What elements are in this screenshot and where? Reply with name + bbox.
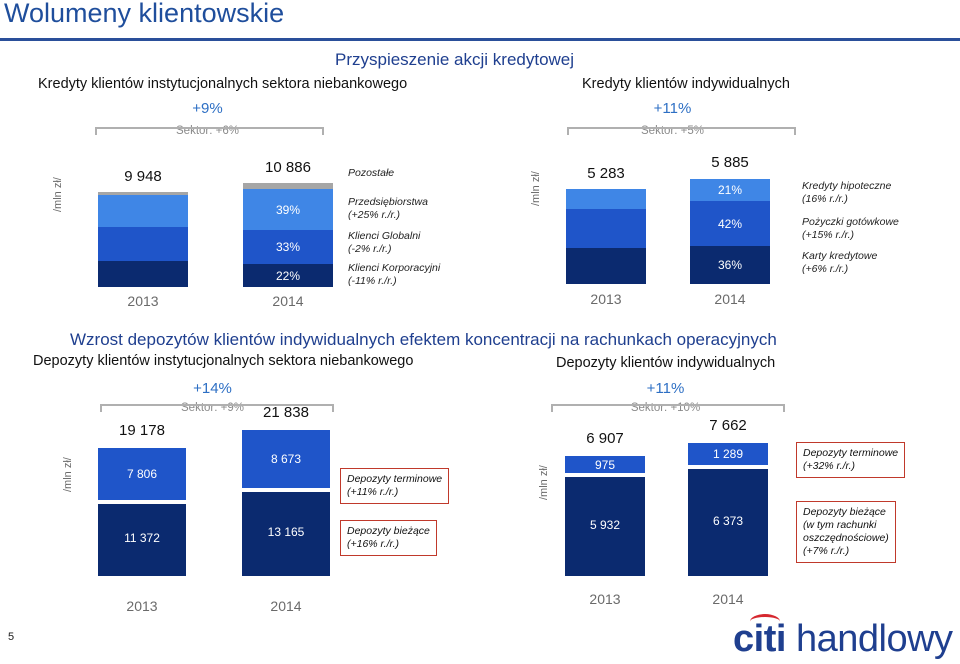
chart2-segment-label-2014-3: 21%	[717, 183, 743, 198]
chart3-bar-2013: 11 372 7 806	[98, 447, 186, 576]
chart2-legend-item-1: Kredyty hipoteczne (16% r./r.)	[802, 180, 892, 205]
chart1-bracket	[95, 127, 324, 135]
chart2-legend-item-2: Pożyczki gotówkowe (+15% r./r.)	[802, 216, 899, 241]
chart2-segment-label-2014-1: 36%	[717, 257, 743, 272]
chart2-total-2014: 5 885	[711, 154, 749, 171]
chart2-bracket	[567, 127, 796, 135]
chart4-unit-label: /mln zł/	[538, 465, 550, 500]
chart3-unit-label: /mln zł/	[62, 457, 74, 492]
chart1-legend-item-3: Klienci Globalni (-2% r./r.)	[348, 230, 421, 255]
chart1-segment-2014-4	[243, 183, 333, 190]
chart3-segment-2013-1	[98, 503, 186, 576]
chart2-segment-2014-3	[690, 179, 770, 202]
chart4-legend-item-1: Depozyty terminowe (+32% r./r.)	[796, 442, 906, 478]
chart1-segment-2013-3	[98, 194, 188, 228]
chart3-bracket	[100, 404, 334, 412]
chart2-segment-2013-1	[566, 247, 646, 284]
chart2-growth: +11%	[653, 100, 692, 117]
chart1-segment-2013-2	[98, 227, 188, 262]
chart4-segment-label-2013-1: 5 932	[589, 517, 621, 532]
chart2-year-2014: 2014	[714, 291, 746, 307]
chart1-legend-item-4: Klienci Korporacyjni (-11% r./r.)	[348, 262, 441, 287]
chart1-segment-label-2014-3: 39%	[275, 202, 301, 217]
logo-arc	[750, 614, 780, 629]
chart3-segment-2013-2	[98, 447, 186, 500]
chart1-segment-label-2014-2: 33%	[275, 239, 301, 254]
page-number: 5	[8, 631, 15, 643]
logo-handlowy: handlowy	[785, 618, 953, 660]
chart3-segment-label-2014-2: 8 673	[270, 452, 302, 466]
chart4-segment-2013-2	[565, 456, 645, 474]
chart3-year-2014: 2014	[270, 598, 302, 614]
chart4-total-2014: 7 662	[709, 417, 747, 434]
chart1-segment-2014-3	[243, 189, 333, 230]
chart3-year-2013: 2013	[126, 598, 158, 614]
chart4-segment-2014-2	[688, 443, 768, 466]
chart1-growth: +9%	[192, 100, 223, 117]
chart3-growth: +14%	[193, 380, 232, 397]
citi-handlowy-logo: citi handlowy	[733, 618, 953, 661]
chart1-segment-2013-1	[98, 261, 188, 287]
chart3-segment-label-2014-1: 13 165	[267, 525, 305, 539]
logo-citi: citi	[733, 618, 786, 660]
chart4-segment-label-2013-2: 975	[594, 457, 616, 472]
chart3-legend-item-1: Depozyty terminowe (+11% r./r.)	[340, 468, 450, 504]
chart2-year-2013: 2013	[590, 291, 622, 307]
chart3-bar-2014: 13 165 8 673	[242, 430, 330, 576]
chart1-bar-2013	[98, 191, 188, 287]
title-rule	[0, 38, 960, 41]
page-title: Wolumeny klientowskie	[4, 0, 285, 28]
chart4-bracket	[551, 404, 785, 412]
chart1-segment-label-2014-1: 22%	[275, 268, 301, 283]
chart2-segment-2013-2	[566, 208, 646, 248]
chart1-year-2014: 2014	[272, 293, 304, 309]
chart2-legend-item-3: Karty kredytowe (+6% r./r.)	[802, 250, 878, 275]
chart1-year-2013: 2013	[127, 293, 159, 309]
chart4-segment-label-2014-1: 6 373	[712, 513, 744, 528]
chart3-total-2013: 19 178	[119, 421, 165, 439]
chart1-segment-2014-2	[243, 229, 333, 265]
chart4-bar-2014: 6 373 1 289	[688, 443, 768, 576]
chart3-segment-label-2013-2: 7 806	[126, 466, 158, 481]
chart4-title: Depozyty klientów indywidualnych	[556, 355, 776, 371]
chart4-legend-item-2: Depozyty bieżące (w tym rachunki oszczęd…	[796, 501, 896, 563]
chart1-legend-item-1: Pozostałe	[348, 167, 395, 179]
chart2-bar-2013	[566, 188, 646, 284]
chart2-segment-2014-2	[690, 201, 770, 246]
chart2-segment-2013-3	[566, 188, 646, 209]
chart1-total-2013: 9 948	[124, 167, 162, 185]
chart3-segment-2014-2	[242, 430, 330, 488]
chart1-total-2014: 10 886	[265, 159, 311, 176]
banner-loans: Przyspieszenie akcji kredytowej	[335, 50, 575, 69]
chart2-title: Kredyty klientów indywidualnych	[582, 76, 790, 92]
chart1-bar-2014: 22% 33% 39%	[243, 183, 333, 287]
chart4-segment-2014-1	[688, 469, 768, 576]
banner-deposits: Wzrost depozytów klientów indywidualnych…	[70, 330, 777, 349]
chart3-legend-item-2: Depozyty bieżące (+16% r./r.)	[340, 520, 437, 556]
chart3-title: Depozyty klientów instytucjonalnych sekt…	[33, 353, 414, 369]
chart1-segment-2014-1	[243, 264, 333, 287]
chart4-segment-label-2014-2: 1 289	[712, 447, 744, 462]
chart2-segment-label-2014-2: 42%	[717, 216, 743, 231]
chart1-legend-item-2: Przedsiębiorstwa (+25% r./r.)	[348, 196, 428, 221]
chart2-segment-2014-1	[690, 245, 770, 284]
chart4-total-2013: 6 907	[586, 430, 624, 448]
chart3-total-2014: 21 838	[263, 404, 309, 421]
chart4-year-2014: 2014	[712, 591, 744, 607]
chart1-segment-2013-4	[98, 191, 188, 195]
chart4-year-2013: 2013	[589, 591, 621, 607]
chart3-segment-2014-1	[242, 491, 330, 576]
chart2-total-2013: 5 283	[587, 164, 625, 182]
chart4-bar-2013: 5 932 975	[565, 456, 645, 576]
chart4-growth: +11%	[646, 380, 685, 397]
chart3-segment-label-2013-1: 11 372	[124, 530, 160, 545]
chart4-segment-2013-1	[565, 477, 645, 576]
chart1-unit-label: /mln zł/	[52, 177, 64, 212]
chart1-title: Kredyty klientów instytucjonalnych sekto…	[38, 76, 408, 92]
chart2-unit-label: /mln zł/	[530, 171, 542, 206]
chart2-bar-2014: 36% 42% 21%	[690, 178, 770, 284]
